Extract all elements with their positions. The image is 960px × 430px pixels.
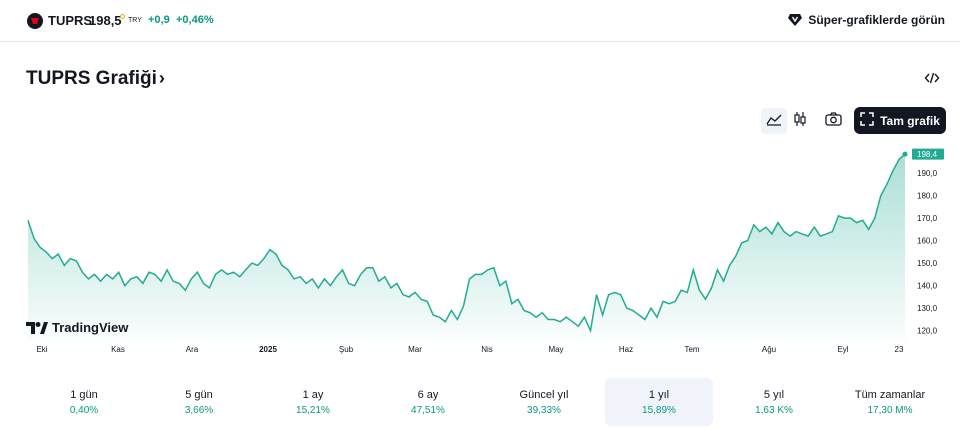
period-selector: 1 gün 0,40% 5 gün 3,66% 1 ay 15,21% 6 ay… bbox=[30, 378, 950, 426]
symbol-change: +0,9 bbox=[148, 14, 170, 26]
period-ytd[interactable]: Güncel yıl 39,33% bbox=[490, 378, 598, 426]
y-axis-tick-label: 140,0 bbox=[917, 282, 938, 291]
x-axis-tick-label: Nis bbox=[481, 345, 493, 354]
area-chart-icon bbox=[766, 112, 782, 131]
y-axis-tick-label: 170,0 bbox=[917, 214, 938, 223]
period-label: 1 yıl bbox=[648, 389, 670, 401]
period-label: 1 ay bbox=[302, 389, 324, 401]
period-6-months[interactable]: 6 ay 47,51% bbox=[374, 378, 482, 426]
price-area-fill bbox=[28, 154, 905, 342]
x-axis-tick-label: Ara bbox=[186, 345, 199, 354]
x-axis-tick-label: Ağu bbox=[762, 345, 776, 354]
full-chart-label: Tam grafik bbox=[880, 113, 940, 128]
period-label: Tüm zamanlar bbox=[854, 389, 926, 401]
x-axis-tick-label: Haz bbox=[619, 345, 633, 354]
last-price-dot bbox=[902, 151, 908, 157]
symbol-change-percent: +0,46% bbox=[176, 14, 214, 26]
period-label: Güncel yıl bbox=[519, 389, 569, 401]
y-axis-tick-label: 120,0 bbox=[917, 327, 938, 336]
period-change: 15,21% bbox=[296, 405, 330, 416]
candlestick-button[interactable] bbox=[787, 108, 813, 134]
x-axis-tick-label: Kas bbox=[111, 345, 125, 354]
tradingview-logo-icon bbox=[26, 321, 48, 334]
x-axis-tick-label: Mar bbox=[408, 345, 422, 354]
price-chart[interactable]: 120,0 130,0 140,0 150,0 160,0 170,0 180,0 190,0… bbox=[0, 140, 960, 360]
fullscreen-icon bbox=[860, 112, 874, 129]
y-axis-tick-label: 130,0 bbox=[917, 304, 938, 313]
chart-title-link[interactable]: TUPRS Grafiği › bbox=[26, 68, 165, 90]
period-change: 47,51% bbox=[411, 405, 445, 416]
camera-icon bbox=[824, 111, 842, 131]
period-change: 0,40% bbox=[69, 405, 99, 416]
period-5-days[interactable]: 5 gün 3,66% bbox=[145, 378, 253, 426]
diamond-icon bbox=[787, 12, 803, 28]
area-chart-button[interactable] bbox=[761, 108, 787, 134]
period-change: 39,33% bbox=[527, 405, 561, 416]
symbol-header-bar: TUPRS 198,5 TRY +0,9 +0,46% Süper-grafik… bbox=[0, 0, 960, 42]
last-price-label: 198,4 bbox=[917, 150, 938, 159]
period-label: 1 gün bbox=[70, 389, 98, 401]
period-all-time[interactable]: Tüm zamanlar 17,30 M% bbox=[836, 378, 944, 426]
embed-code-icon[interactable] bbox=[924, 70, 940, 86]
y-axis-tick-label: 150,0 bbox=[917, 259, 938, 268]
x-axis-tick-label: Tem bbox=[684, 345, 699, 354]
period-change: 1,63 K% bbox=[755, 405, 793, 416]
period-change: 17,30 M% bbox=[867, 405, 913, 416]
tradingview-logo[interactable]: TradingView bbox=[26, 320, 128, 335]
period-1-day[interactable]: 1 gün 0,40% bbox=[30, 378, 138, 426]
y-axis-tick-label: 160,0 bbox=[917, 237, 938, 246]
period-1-year[interactable]: 1 yıl 15,89% bbox=[605, 378, 713, 426]
symbol-currency: TRY bbox=[128, 17, 142, 24]
y-axis-tick-label: 190,0 bbox=[917, 169, 938, 178]
chart-style-toggle bbox=[761, 108, 811, 134]
price-chart-svg: 120,0 130,0 140,0 150,0 160,0 170,0 180,0 190,0… bbox=[27, 148, 944, 354]
super-charts-link[interactable]: Süper-grafiklerde görün bbox=[787, 12, 945, 28]
symbol-price: 198,5 bbox=[89, 13, 122, 28]
full-chart-button[interactable]: Tam grafik bbox=[854, 107, 946, 134]
period-change: 3,66% bbox=[184, 405, 214, 416]
market-status-dot-icon bbox=[120, 14, 125, 19]
period-5-years[interactable]: 5 yıl 1,63 K% bbox=[720, 378, 828, 426]
period-label: 5 yıl bbox=[763, 389, 785, 401]
symbol-name[interactable]: TUPRS bbox=[48, 13, 93, 28]
x-axis-tick-label: Eyl bbox=[837, 345, 848, 354]
x-axis-tick-label: May bbox=[548, 345, 563, 354]
x-axis-tick-label: 23 bbox=[895, 345, 904, 354]
candlestick-icon bbox=[793, 111, 807, 132]
tuprs-logo-icon bbox=[27, 13, 43, 29]
x-axis-tick-label: Eki bbox=[36, 345, 47, 354]
super-charts-label: Süper-grafiklerde görün bbox=[808, 13, 945, 27]
tradingview-watermark: TradingView bbox=[52, 320, 129, 335]
period-change: 15,89% bbox=[642, 405, 676, 416]
x-axis-tick-label: Şub bbox=[339, 345, 354, 354]
chart-title: TUPRS Grafiği bbox=[26, 68, 157, 89]
period-1-month[interactable]: 1 ay 15,21% bbox=[259, 378, 367, 426]
y-axis-tick-label: 180,0 bbox=[917, 192, 938, 201]
x-axis-tick-label: 2025 bbox=[259, 345, 277, 354]
period-label: 5 gün bbox=[185, 389, 213, 401]
period-label: 6 ay bbox=[417, 389, 439, 401]
chevron-right-icon: › bbox=[158, 68, 165, 88]
last-price-badge bbox=[912, 148, 944, 160]
snapshot-button[interactable] bbox=[820, 108, 846, 134]
price-series-line bbox=[27, 153, 906, 334]
